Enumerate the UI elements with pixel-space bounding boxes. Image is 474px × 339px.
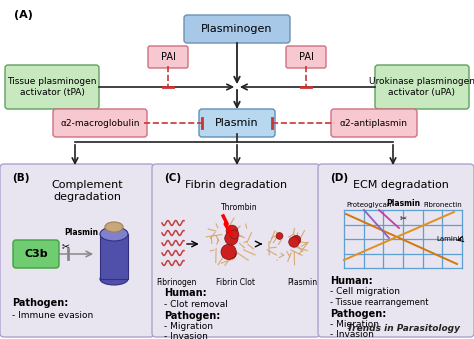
Text: Tissue plasminogen
activator (tPA): Tissue plasminogen activator (tPA) bbox=[7, 77, 97, 97]
Text: Pathogen:: Pathogen: bbox=[12, 298, 68, 308]
Text: PAI: PAI bbox=[299, 52, 313, 62]
FancyBboxPatch shape bbox=[286, 46, 326, 68]
Text: Plasmin: Plasmin bbox=[215, 118, 259, 128]
Text: ✂: ✂ bbox=[62, 241, 70, 251]
Text: - Invasion: - Invasion bbox=[330, 330, 374, 339]
Text: ✂: ✂ bbox=[400, 214, 407, 223]
Text: - Tissue rearrangement: - Tissue rearrangement bbox=[330, 298, 428, 307]
Text: (A): (A) bbox=[14, 10, 33, 20]
FancyBboxPatch shape bbox=[13, 240, 59, 268]
Circle shape bbox=[226, 225, 238, 237]
FancyBboxPatch shape bbox=[331, 109, 417, 137]
Text: Laminin: Laminin bbox=[436, 236, 464, 242]
Text: (D): (D) bbox=[330, 173, 348, 183]
Ellipse shape bbox=[100, 227, 128, 241]
Text: C3b: C3b bbox=[24, 249, 48, 259]
Text: - Immune evasion: - Immune evasion bbox=[12, 311, 93, 320]
Text: - Clot removal: - Clot removal bbox=[164, 300, 228, 309]
Circle shape bbox=[225, 232, 238, 245]
Text: α2-antiplasmin: α2-antiplasmin bbox=[340, 119, 408, 127]
Text: Fibrinogen: Fibrinogen bbox=[156, 278, 196, 287]
Text: Pathogen:: Pathogen: bbox=[330, 309, 386, 319]
Text: Plasmin: Plasmin bbox=[386, 199, 420, 208]
FancyBboxPatch shape bbox=[152, 164, 320, 337]
Circle shape bbox=[221, 244, 236, 260]
FancyBboxPatch shape bbox=[53, 109, 147, 137]
Circle shape bbox=[292, 235, 301, 244]
Text: Plasmin: Plasmin bbox=[287, 278, 317, 287]
FancyBboxPatch shape bbox=[375, 65, 469, 109]
Text: Human:: Human: bbox=[164, 288, 207, 298]
FancyBboxPatch shape bbox=[318, 164, 474, 337]
FancyBboxPatch shape bbox=[5, 65, 99, 109]
Text: PAI: PAI bbox=[161, 52, 175, 62]
Text: Proteoglycan: Proteoglycan bbox=[346, 202, 392, 208]
FancyBboxPatch shape bbox=[0, 164, 154, 337]
Text: Urokinase plasminogen
activator (uPA): Urokinase plasminogen activator (uPA) bbox=[369, 77, 474, 97]
Text: Plasminogen: Plasminogen bbox=[201, 24, 273, 34]
Text: Pathogen:: Pathogen: bbox=[164, 311, 220, 321]
Text: - Migration: - Migration bbox=[164, 322, 213, 331]
Ellipse shape bbox=[105, 222, 123, 232]
Text: Trends in Parasitology: Trends in Parasitology bbox=[347, 324, 460, 333]
Text: Fibronectin: Fibronectin bbox=[423, 202, 462, 208]
Text: - Cell migration: - Cell migration bbox=[330, 287, 400, 296]
FancyBboxPatch shape bbox=[184, 15, 290, 43]
FancyBboxPatch shape bbox=[199, 109, 275, 137]
Text: ECM degradation: ECM degradation bbox=[353, 180, 449, 190]
Text: Thrombin: Thrombin bbox=[221, 203, 257, 212]
Text: Fibrin Clot: Fibrin Clot bbox=[217, 278, 255, 287]
Text: Plasmin: Plasmin bbox=[64, 228, 98, 237]
Bar bbox=[100, 234, 128, 279]
FancyBboxPatch shape bbox=[148, 46, 188, 68]
Text: (C): (C) bbox=[164, 173, 181, 183]
Text: - Migration: - Migration bbox=[330, 320, 379, 329]
Text: (B): (B) bbox=[12, 173, 29, 183]
Text: Complement
degradation: Complement degradation bbox=[51, 180, 123, 202]
Circle shape bbox=[230, 230, 239, 239]
Circle shape bbox=[289, 237, 299, 247]
Text: Human:: Human: bbox=[330, 276, 373, 286]
Ellipse shape bbox=[100, 273, 128, 285]
Text: α2-macroglobulin: α2-macroglobulin bbox=[60, 119, 140, 127]
Circle shape bbox=[227, 250, 237, 258]
Text: Fibrin degradation: Fibrin degradation bbox=[185, 180, 287, 190]
Text: - Invasion: - Invasion bbox=[164, 332, 208, 339]
Circle shape bbox=[276, 233, 283, 239]
